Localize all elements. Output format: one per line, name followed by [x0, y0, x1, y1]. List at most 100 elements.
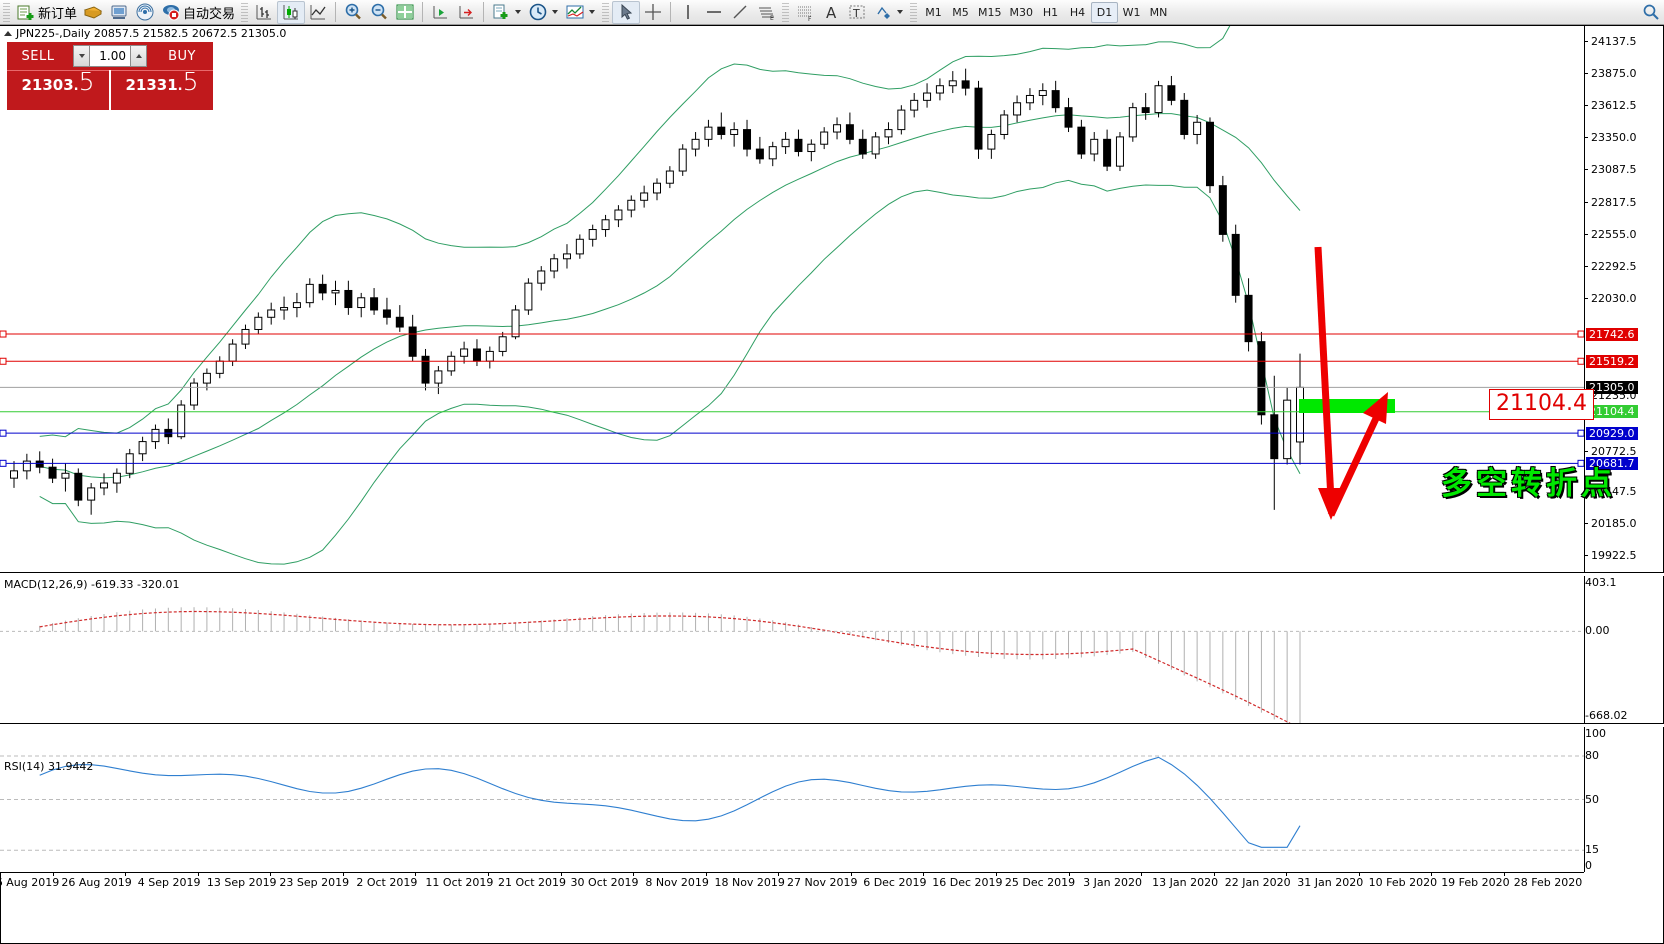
objects-button[interactable] — [870, 1, 896, 24]
timeframe-m5[interactable]: M5 — [952, 5, 969, 19]
new-chart-button[interactable] — [488, 1, 514, 24]
buy-button[interactable]: BUY — [151, 42, 213, 70]
date-tick-mark — [1431, 872, 1433, 876]
level-handle-left-21519.2[interactable] — [0, 357, 7, 365]
timeframe-grip[interactable] — [910, 2, 918, 22]
new-chart-icon — [493, 4, 508, 19]
channel-button[interactable]: F — [792, 1, 818, 24]
sell-price[interactable]: 21303 . 5 — [7, 69, 109, 110]
macd-tick: 0.00 — [1585, 624, 1610, 637]
level-handle-left-21742.6[interactable] — [0, 330, 7, 338]
macd-canvas[interactable] — [0, 576, 1584, 723]
price-pane[interactable]: 24137.5 23875.0 23612.5 23350.0 23087.5 22817… — [0, 26, 1663, 572]
level-handle-21519.2[interactable] — [1577, 357, 1584, 365]
price-tick-label: 20447.5 — [1591, 484, 1637, 498]
price-badge-21519.2[interactable]: 21519.2 — [1586, 354, 1638, 368]
support-zone-highlight[interactable] — [1299, 399, 1395, 413]
date-tick-label: 4 Sep 2019 — [137, 876, 201, 889]
vertical-line-button[interactable] — [675, 1, 701, 24]
collapse-triangle-icon[interactable] — [4, 31, 12, 36]
line-chart-button[interactable] — [305, 1, 331, 24]
candlestick-icon — [283, 5, 299, 20]
timeframe-w1[interactable]: W1 — [1122, 5, 1141, 19]
timeframe-m1[interactable]: M1 — [925, 5, 942, 19]
timeframe-m30[interactable]: M30 — [1009, 5, 1034, 19]
toolbar-grip[interactable] — [3, 2, 10, 22]
crosshair-button[interactable] — [640, 1, 666, 24]
text-tools-grip[interactable] — [782, 2, 790, 22]
bar-chart-button[interactable] — [251, 1, 277, 24]
date-tick-mark — [705, 872, 707, 876]
level-handle-left-20681.7[interactable] — [0, 459, 7, 467]
indicators-dropdown-caret[interactable] — [589, 10, 596, 14]
price-badge-20929.0[interactable]: 20929.0 — [1586, 426, 1638, 440]
price-badge-21742.6[interactable]: 21742.6 — [1586, 327, 1638, 341]
volume-decrement[interactable] — [73, 45, 90, 67]
volume-value[interactable]: 1.00 — [90, 45, 130, 67]
volume-increment[interactable] — [130, 45, 147, 67]
rsi-canvas[interactable] — [0, 727, 1584, 872]
period-dropdown-caret[interactable] — [552, 10, 559, 14]
price-chart-canvas[interactable] — [0, 26, 1584, 572]
period-button[interactable] — [525, 1, 551, 24]
label-button[interactable]: T — [844, 1, 870, 24]
one-click-trading-panel[interactable]: SELL 1.00 BUY 21303 . 5 21331 . 5 — [7, 42, 213, 110]
grid-layout-button[interactable] — [392, 1, 418, 24]
autotrading-button[interactable]: 自动交易 — [158, 1, 238, 24]
scroll-end-button[interactable] — [427, 1, 453, 24]
volume-control[interactable]: 1.00 — [69, 42, 151, 70]
date-tick-mark — [1504, 872, 1505, 876]
timeframe-mn[interactable]: MN — [1149, 5, 1168, 19]
new-chart-dropdown-caret[interactable] — [515, 10, 522, 14]
price-tick: 20447.5 — [1585, 485, 1637, 498]
rsi-pane[interactable]: 100 80 50 15 0 — [0, 727, 1663, 872]
timeframe-d1[interactable]: D1 — [1091, 1, 1119, 23]
svg-text:E: E — [770, 15, 774, 22]
candlestick-button[interactable] — [277, 0, 306, 24]
zoom-out-button[interactable] — [366, 1, 392, 24]
macd-signal-line — [39, 610, 1291, 723]
signal-button[interactable] — [132, 1, 158, 24]
horizontal-line-button[interactable] — [701, 1, 727, 24]
text-icon: A — [826, 4, 837, 22]
buy-price[interactable]: 21331 . 5 — [111, 69, 213, 110]
level-handle-20929[interactable] — [1577, 429, 1584, 437]
timeframe-m15[interactable]: M15 — [978, 5, 1002, 19]
fibonacci-button[interactable]: E — [753, 1, 779, 24]
rsi-tick: 50 — [1585, 793, 1599, 806]
timeframe-h4[interactable]: H4 — [1069, 5, 1086, 19]
search-button[interactable] — [1638, 1, 1664, 24]
briefcase-button[interactable] — [80, 1, 106, 24]
draw-tools-grip[interactable] — [602, 2, 610, 22]
timeframe-h1[interactable]: H1 — [1042, 5, 1059, 19]
text-button[interactable]: A — [818, 1, 844, 24]
new-order-button[interactable]: 新订单 — [13, 1, 80, 24]
fibonacci-icon: E — [759, 7, 775, 22]
price-callout[interactable]: 21104.4 — [1489, 389, 1594, 420]
sell-button[interactable]: SELL — [7, 42, 69, 70]
zoom-in-button[interactable] — [340, 1, 366, 24]
auto-scroll-button[interactable] — [453, 1, 479, 24]
indicators-button[interactable] — [562, 1, 588, 24]
level-handle-left-20929[interactable] — [0, 429, 7, 437]
price-badge-21305.0[interactable]: 21305.0 — [1586, 380, 1638, 394]
date-tick-mark — [923, 872, 925, 876]
level-handle-20681.7[interactable] — [1577, 459, 1584, 467]
terminal-button[interactable] — [106, 1, 132, 24]
zoom-out-icon — [371, 3, 387, 20]
price-badge-21104.4[interactable]: 21104.4 — [1586, 405, 1638, 419]
date-tick-label: 11 Oct 2019 — [425, 876, 494, 889]
macd-pane[interactable]: 403.1 0.00 -668.02 — [0, 576, 1663, 723]
turning-point-annotation[interactable]: 多空转折点 — [1441, 466, 1616, 502]
cursor-button[interactable] — [612, 0, 641, 24]
price-tick: 20185.0 — [1585, 517, 1637, 530]
svg-text:F: F — [808, 16, 812, 22]
objects-dropdown-caret[interactable] — [897, 10, 904, 14]
date-tick-label: 31 Jan 2020 — [1297, 876, 1364, 889]
trendline-button[interactable] — [727, 1, 753, 24]
level-handle-21742.6[interactable] — [1577, 330, 1584, 338]
price-badge-20681.7[interactable]: 20681.7 — [1586, 456, 1638, 470]
price-scale[interactable]: 24137.5 23875.0 23612.5 23350.0 23087.5 22817… — [1584, 26, 1664, 572]
chart-tools-grip[interactable] — [241, 2, 249, 22]
